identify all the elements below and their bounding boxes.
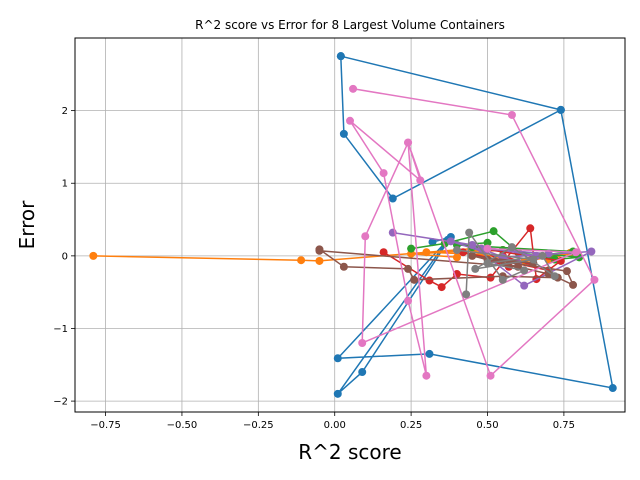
data-point [529,255,538,264]
data-point [422,371,431,380]
data-point [526,224,535,233]
x-tick-label: −0.25 [243,420,274,431]
data-point [608,384,617,393]
x-tick-label: −0.50 [167,420,198,431]
data-point [297,256,306,265]
y-axis-label: Error [15,200,39,250]
y-tick-label: 0 [62,251,68,262]
data-point [587,247,596,256]
data-point [556,105,565,114]
x-tick-label: 0.50 [476,420,498,431]
data-point [462,290,471,299]
data-point [361,232,370,241]
data-point [452,246,461,255]
data-point [333,354,342,363]
data-point [498,275,507,284]
x-tick-label: 0.00 [324,420,346,431]
grid [75,38,625,412]
data-point [428,238,437,247]
data-point [404,264,413,273]
data-point [544,270,553,279]
x-tick-label: 0.75 [553,420,575,431]
chart-title: R^2 score vs Error for 8 Largest Volume … [195,18,505,32]
data-point [483,244,492,253]
data-point [315,246,324,255]
data-point [89,251,98,260]
data-point [446,237,455,246]
x-tick-label: −0.75 [90,420,121,431]
y-tick-label: −1 [53,324,68,335]
series-line [335,55,614,395]
data-point [339,262,348,271]
data-point [520,266,529,275]
data-point [483,259,492,268]
data-point [465,228,474,237]
data-point [358,339,367,348]
data-point [468,240,477,249]
ticks: −0.75 −0.50 −0.25 0.00 0.25 0.50 0.75 −2 −1 0 1 2 [53,106,575,431]
x-axis-label: R^2 score [298,440,401,464]
data-point [550,272,559,281]
data-point [407,244,416,253]
data-point [486,371,495,380]
series-8 [452,228,559,299]
series-6 [315,245,578,289]
data-point [404,138,413,147]
data-point [437,283,446,292]
series-group [89,52,617,398]
data-point [452,253,461,262]
data-point [339,129,348,138]
data-point [346,116,354,125]
plot-frame [74,37,626,413]
data-point [358,368,367,377]
series-1 [333,52,617,398]
y-tick-label: −2 [53,397,68,408]
x-tick-label: 0.25 [400,420,422,431]
data-point [468,251,477,260]
data-point [315,256,324,265]
data-point [590,275,599,284]
data-point [489,227,498,236]
y-tick-label: 1 [62,179,68,190]
data-point [471,264,480,273]
y-tick-label: 2 [62,106,68,117]
data-point [379,248,388,257]
data-point [379,169,388,178]
data-point [404,296,413,305]
data-point [333,389,342,398]
data-point [569,280,578,289]
data-point [388,194,397,203]
data-point [507,243,516,252]
data-point [572,248,581,257]
data-point [422,248,431,257]
data-point [520,281,529,290]
data-point [410,275,419,284]
data-point [562,267,571,276]
data-point [425,349,434,358]
data-point [336,52,345,61]
data-point [538,251,547,260]
series-7 [346,84,599,380]
data-point [416,176,425,185]
data-point [425,276,434,285]
data-point [349,84,358,93]
data-point [483,238,492,247]
data-point [507,110,516,119]
data-point [486,273,495,282]
